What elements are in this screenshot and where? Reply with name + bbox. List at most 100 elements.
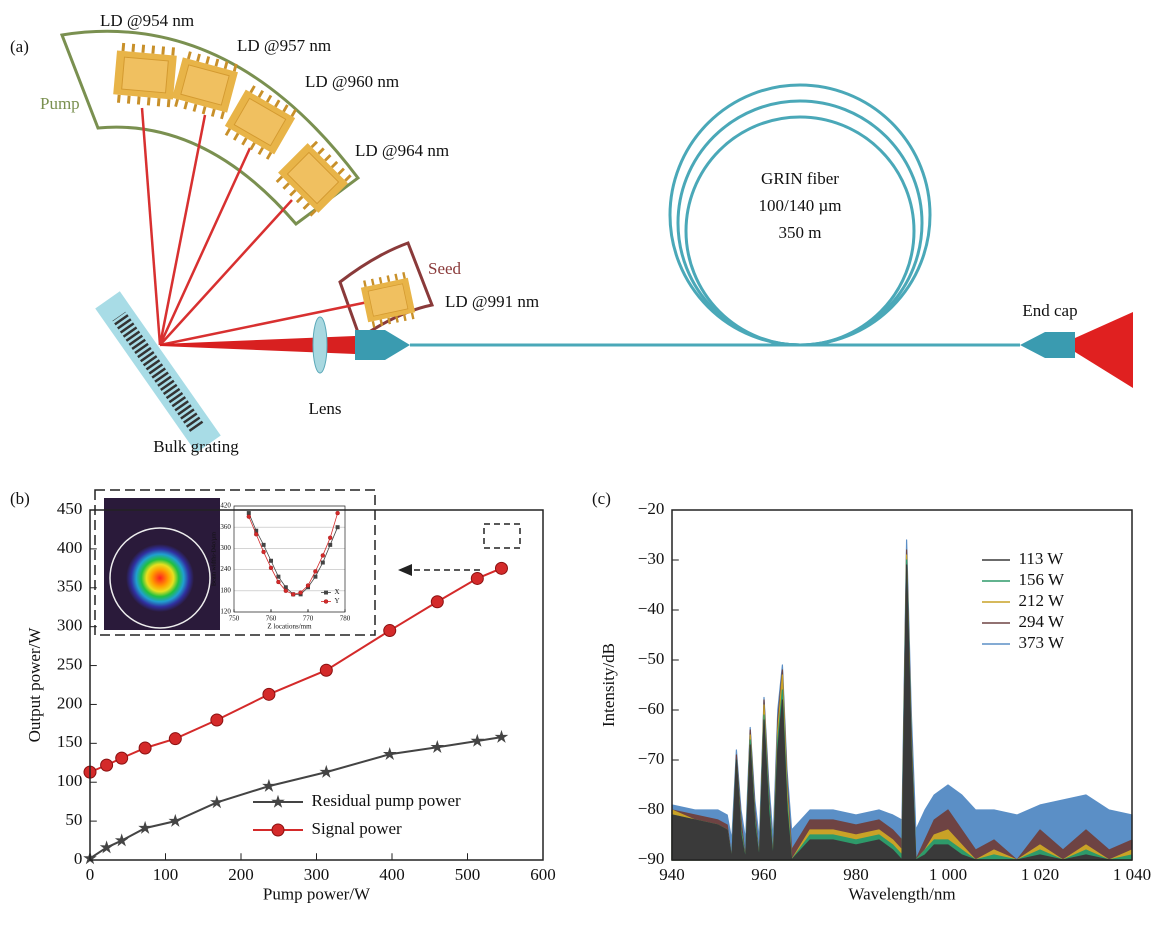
legend-label: Y: [335, 597, 340, 605]
data-point: [320, 553, 325, 558]
fiber-coil: [668, 83, 932, 347]
data-point: [210, 713, 224, 727]
x-tick-label: 400: [379, 865, 405, 884]
y-tick-label: 450: [57, 499, 83, 518]
data-point: [261, 549, 266, 555]
beam-circle: [109, 527, 211, 629]
data-point: [383, 624, 397, 638]
data-point: [115, 751, 129, 765]
pump-laser-chip: [110, 40, 180, 110]
y-tick-label: −70: [638, 749, 665, 768]
data-point: [138, 820, 152, 834]
laser-label: LD @960 nm: [305, 72, 399, 91]
plot-frame: [671, 509, 1133, 861]
data-point: [328, 535, 333, 540]
x-tick-label: 300: [304, 865, 330, 884]
y-tick-label: −90: [638, 849, 665, 868]
data-point: [328, 542, 333, 547]
x-tick-label: 940: [659, 865, 685, 884]
y-axis-label: Beam widths-D4σ/µm: [211, 532, 217, 586]
coupler: [355, 330, 410, 360]
data-point: [276, 579, 281, 585]
y-tick-label: 120: [220, 608, 231, 616]
laser-label: LD @954 nm: [100, 11, 194, 30]
data-point: [291, 592, 296, 597]
beam-spot: [126, 544, 194, 612]
seed-frame: [338, 241, 435, 341]
data-point: [320, 560, 325, 565]
data-point: [138, 741, 152, 755]
data-point: [319, 663, 333, 677]
data-point: [430, 740, 445, 753]
seed-laser-chip: [358, 270, 418, 330]
y-tick-label: −50: [638, 649, 665, 668]
y-tick-label: 250: [57, 654, 83, 673]
data-point: [268, 565, 274, 570]
y-tick-label: 100: [57, 771, 83, 790]
y-tick-label: 200: [57, 693, 83, 712]
x-tick-label: 780: [340, 614, 351, 622]
legend-label: 294 W: [1019, 612, 1065, 631]
seed-label: Seed: [428, 259, 462, 278]
y-tick-label: 300: [57, 616, 83, 635]
legend-marker: [324, 590, 328, 595]
data-point: [254, 532, 259, 537]
data-point: [114, 833, 129, 847]
data-point: [305, 583, 311, 588]
x-tick-label: 500: [455, 865, 481, 884]
output-beam: [1075, 312, 1133, 388]
y-tick-label: 0: [74, 849, 83, 868]
x-tick-label: 600: [530, 865, 556, 884]
data-point: [494, 561, 508, 575]
signal-beam: [160, 336, 355, 354]
legend-marker: [271, 794, 285, 808]
fiber-label: GRIN fiber: [761, 169, 839, 188]
y-tick-label: 50: [65, 810, 82, 829]
data-point: [298, 590, 303, 595]
data-point: [99, 840, 114, 854]
data-point: [210, 795, 224, 809]
y-tick-label: 150: [57, 732, 83, 751]
data-point: [246, 511, 251, 516]
legend-marker: [271, 823, 285, 837]
data-point: [470, 733, 485, 747]
laser-label: LD @957 nm: [237, 36, 331, 55]
data-point: [276, 574, 281, 579]
panel-label: (c): [592, 489, 611, 508]
highlight-box: [483, 523, 521, 549]
panel-label: (a): [10, 37, 29, 56]
x-tick-label: 750: [229, 614, 240, 622]
data-point: [262, 687, 276, 701]
x-tick-label: 770: [303, 614, 314, 622]
y-tick-label: 360: [220, 523, 231, 531]
data-point: [269, 558, 273, 563]
pump-frame: [59, 29, 361, 227]
pump-label: Pump: [40, 94, 80, 113]
y-tick-label: 180: [220, 586, 231, 594]
x-tick-label: 100: [153, 865, 179, 884]
data-point: [168, 813, 183, 827]
x-tick-label: 980: [843, 865, 869, 884]
lens: [312, 316, 328, 374]
panel-label: (b): [10, 489, 30, 508]
data-point: [283, 588, 288, 593]
x-tick-label: 1 000: [929, 865, 967, 884]
x-tick-label: 960: [751, 865, 777, 884]
y-tick-label: −20: [638, 499, 665, 518]
data-point: [100, 758, 114, 772]
end-cap-label: End cap: [1022, 301, 1077, 320]
plot-frame: [233, 505, 346, 613]
data-point: [254, 528, 259, 533]
legend-label: 212 W: [1019, 591, 1065, 610]
legend-marker: [323, 599, 329, 604]
x-tick-label: 760: [266, 614, 277, 622]
legend-label: Signal power: [312, 819, 403, 838]
data-point: [319, 764, 334, 778]
y-tick-label: 420: [220, 502, 231, 510]
legend-label: X: [335, 588, 340, 596]
fiber-label: 100/140 µm: [759, 196, 842, 215]
y-tick-label: 350: [57, 577, 83, 596]
pointer-head: [398, 564, 412, 576]
data-point: [494, 729, 509, 743]
lens-label: Lens: [308, 399, 341, 418]
